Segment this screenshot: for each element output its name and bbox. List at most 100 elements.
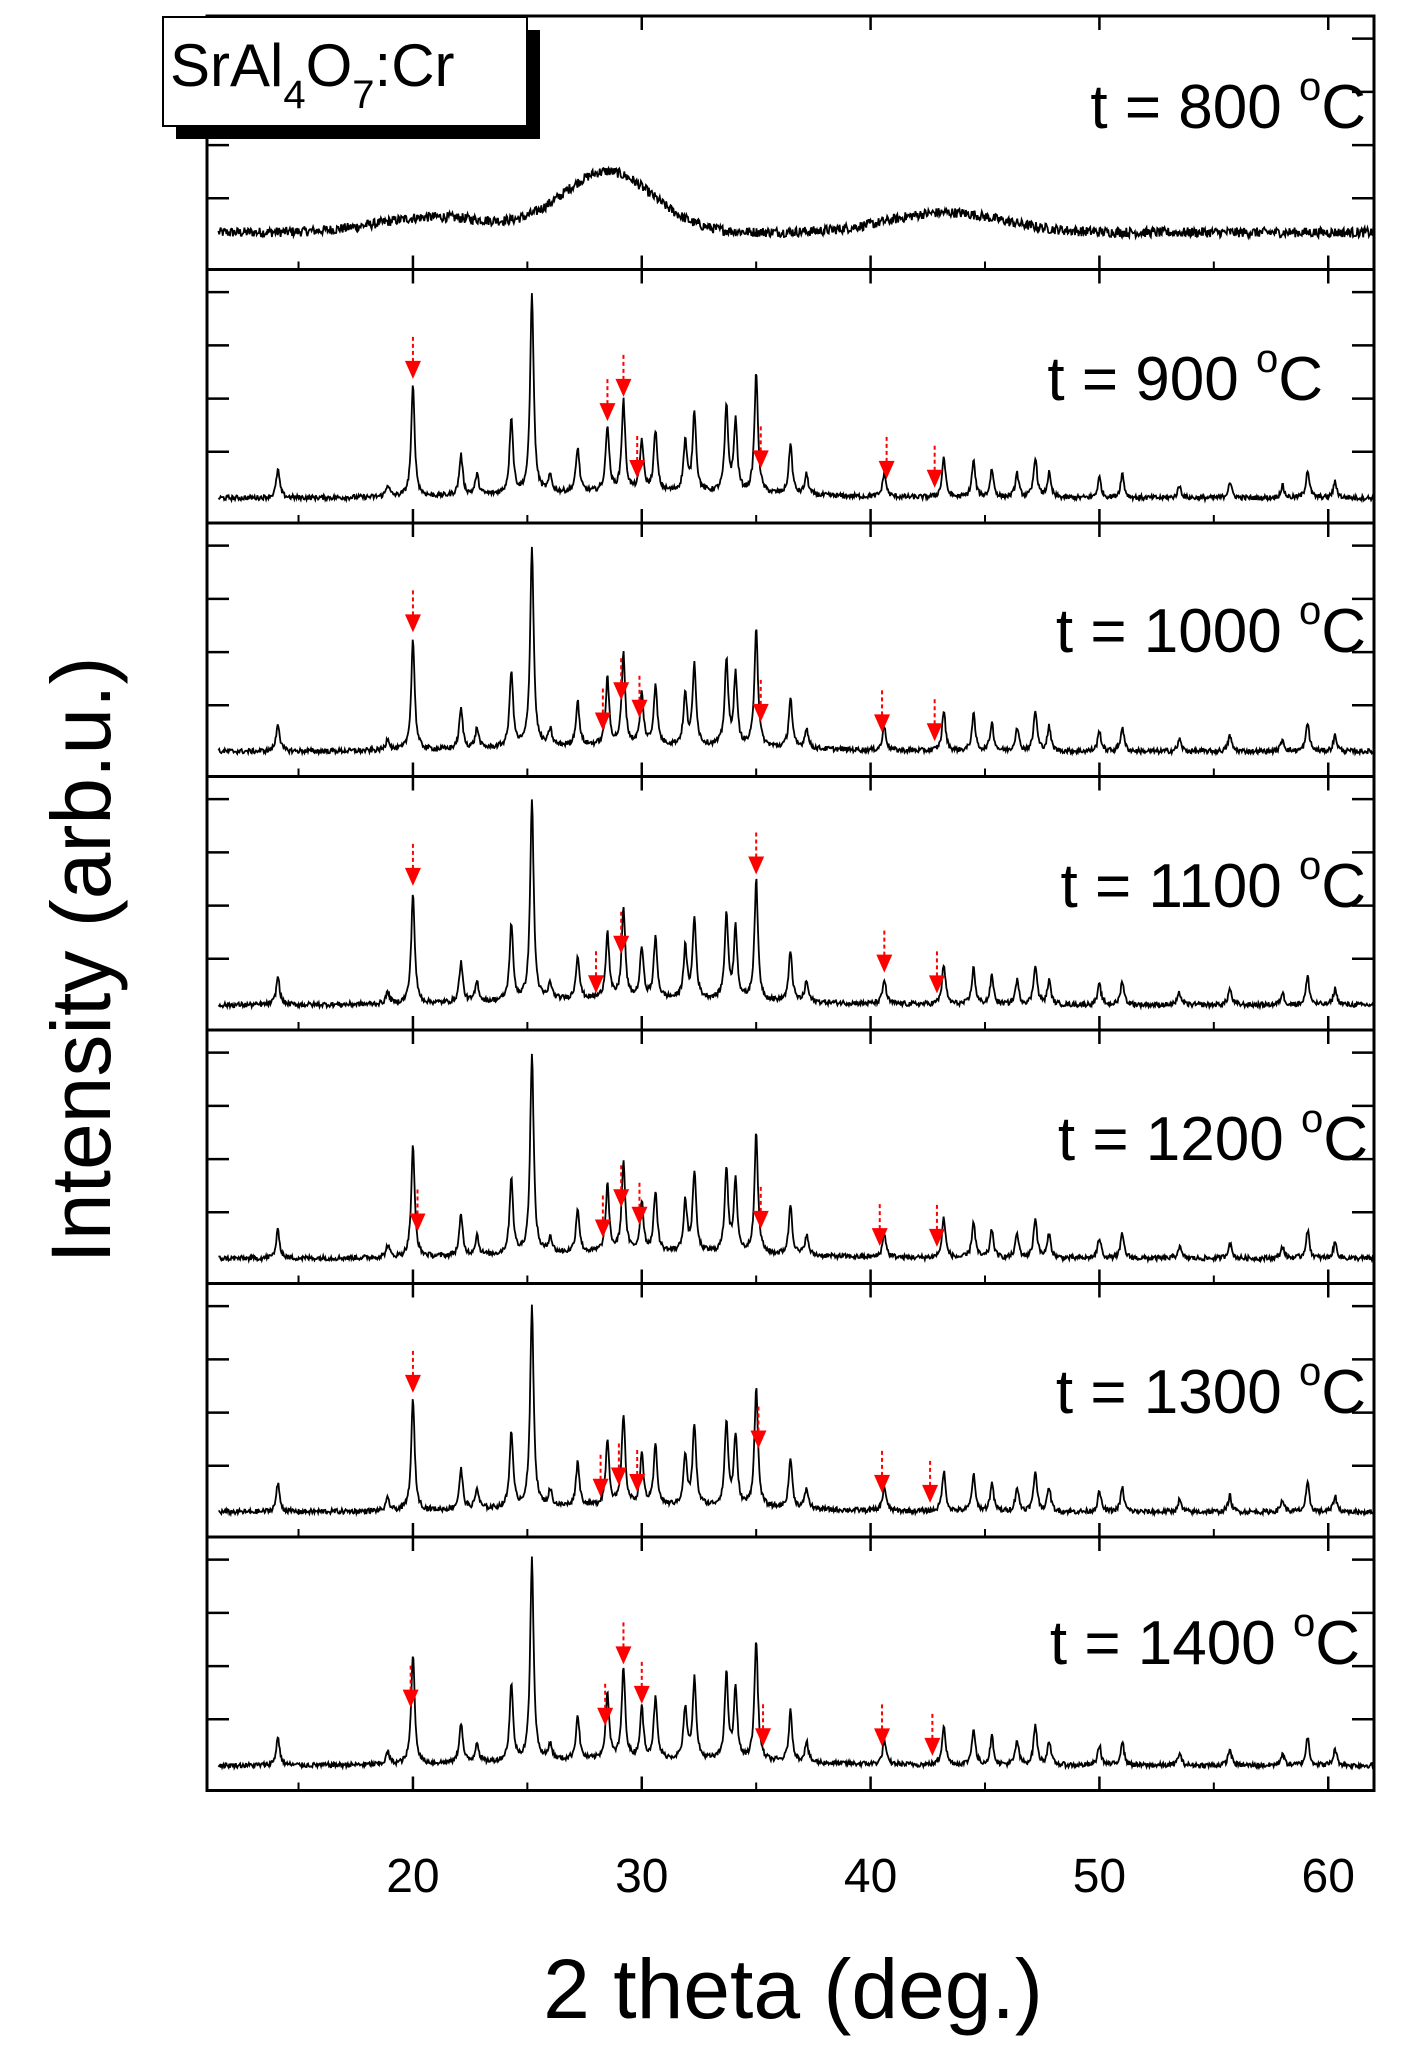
phase-arrow-head <box>629 1473 646 1492</box>
phase-arrow-head <box>599 403 616 422</box>
series-label-unit: C <box>1321 852 1366 921</box>
series-label-5: t = 1300 oC <box>1056 1350 1366 1427</box>
phase-arrow <box>633 1661 650 1704</box>
phase-arrow-head <box>613 935 630 954</box>
panel-6: t = 1400 oC <box>205 1535 1376 1792</box>
phase-arrow <box>874 1704 891 1747</box>
phase-arrow-head <box>404 1374 421 1393</box>
phase-arrow-head <box>633 1685 650 1704</box>
phase-arrow-head <box>615 378 632 397</box>
phase-arrow-head <box>594 1219 611 1238</box>
phase-arrow-head <box>926 723 943 742</box>
series-label-prefix: t = 900 <box>1047 345 1256 414</box>
phase-arrow-head <box>615 1646 632 1665</box>
phase-arrow <box>615 1622 632 1665</box>
series-label-unit: C <box>1323 1105 1368 1174</box>
phase-arrow-head <box>755 1728 772 1747</box>
series-label-prefix: t = 1100 <box>1061 852 1299 921</box>
series-label-0: t = 800 oC <box>1090 65 1366 142</box>
phase-arrow-head <box>871 1228 888 1247</box>
phase-arrow <box>613 911 630 954</box>
phase-arrow-head <box>613 682 630 701</box>
phase-arrow-head <box>402 1689 419 1708</box>
trace-5 <box>217 1304 1375 1518</box>
phase-arrow <box>404 843 421 886</box>
phase-arrow-head <box>613 1189 630 1208</box>
series-label-prefix: t = 1000 <box>1056 597 1299 666</box>
phase-arrow-head <box>750 1430 767 1449</box>
compound-label: SrAl4O7:Cr <box>170 32 455 117</box>
trace-3 <box>217 799 1375 1011</box>
phase-arrow <box>871 1204 888 1247</box>
phase-arrow <box>752 426 769 469</box>
phase-arrow <box>926 699 943 742</box>
phase-arrow-head <box>748 856 765 875</box>
phase-arrow <box>752 679 769 722</box>
phase-arrow-head <box>752 1210 769 1229</box>
series-label-sup: o <box>1301 1097 1323 1141</box>
panels-group: t = 800 oCt = 900 oCt = 1000 oCt = 1100 … <box>205 14 1376 1792</box>
trace-4 <box>218 1053 1375 1264</box>
series-label-sup: o <box>1299 1350 1321 1394</box>
y-axis-title: Intensity (arb.u.) <box>34 657 128 1264</box>
phase-arrow <box>594 688 611 731</box>
trace-2 <box>217 546 1375 757</box>
phase-arrow-head <box>631 1206 648 1225</box>
series-label-prefix: t = 1300 <box>1056 1358 1299 1427</box>
phase-arrow <box>402 1665 419 1708</box>
panel-1: t = 900 oC <box>205 268 1376 525</box>
phase-arrow <box>588 951 604 994</box>
phase-arrow-head <box>926 469 943 488</box>
series-label-6: t = 1400 oC <box>1050 1601 1360 1678</box>
phase-arrow <box>592 1454 609 1497</box>
series-label-3: t = 1100 oC <box>1061 844 1366 921</box>
phase-arrow-head <box>610 1467 627 1486</box>
series-label-prefix: t = 1400 <box>1050 1609 1293 1678</box>
phase-arrow <box>409 1189 426 1232</box>
panel-5: t = 1300 oC <box>205 1282 1376 1539</box>
phase-arrow <box>878 436 895 479</box>
phase-arrow <box>922 1460 939 1503</box>
phase-arrow <box>928 951 945 994</box>
phase-arrow <box>594 1195 611 1238</box>
phase-arrow <box>752 1186 769 1229</box>
phase-arrow <box>615 354 632 397</box>
phase-arrow <box>874 1450 891 1493</box>
phase-arrow-head <box>404 360 421 379</box>
phase-arrow-head <box>631 699 648 718</box>
phase-arrow-head <box>874 1474 891 1493</box>
series-label-unit: C <box>1321 73 1366 142</box>
series-label-unit: C <box>1278 345 1323 414</box>
phase-arrow <box>613 1165 630 1208</box>
phase-arrow <box>928 1204 945 1247</box>
phase-arrow <box>876 930 893 973</box>
phase-arrow-head <box>404 614 421 633</box>
trace-0 <box>217 165 1375 241</box>
phase-arrow-head <box>404 867 421 886</box>
panel-2: t = 1000 oC <box>205 521 1376 778</box>
phase-arrow-head <box>752 703 769 722</box>
phase-arrow <box>631 675 648 718</box>
phase-arrow-head <box>922 1484 939 1503</box>
phase-arrow-head <box>874 1728 891 1747</box>
phase-arrow <box>599 379 616 422</box>
series-label-prefix: t = 1200 <box>1058 1105 1301 1174</box>
series-label-sup: o <box>1299 844 1321 888</box>
phase-arrow-head <box>878 460 895 479</box>
series-label-sup: o <box>1299 589 1321 633</box>
series-label-unit: C <box>1321 597 1366 666</box>
phase-arrow-head <box>588 975 604 994</box>
phase-arrow-head <box>924 1737 941 1756</box>
series-label-2: t = 1000 oC <box>1056 589 1366 666</box>
phase-arrow <box>613 658 630 701</box>
panel-4: t = 1200 oC <box>205 1028 1376 1285</box>
phase-arrow-head <box>594 712 611 731</box>
series-label-1: t = 900 oC <box>1047 337 1323 414</box>
phase-arrow <box>404 1350 421 1393</box>
phase-arrow <box>629 435 646 478</box>
phase-arrow-head <box>409 1213 426 1232</box>
phase-arrow <box>629 1449 646 1492</box>
x-tick-label: 60 <box>1302 1850 1355 1903</box>
trace-1 <box>217 293 1375 504</box>
